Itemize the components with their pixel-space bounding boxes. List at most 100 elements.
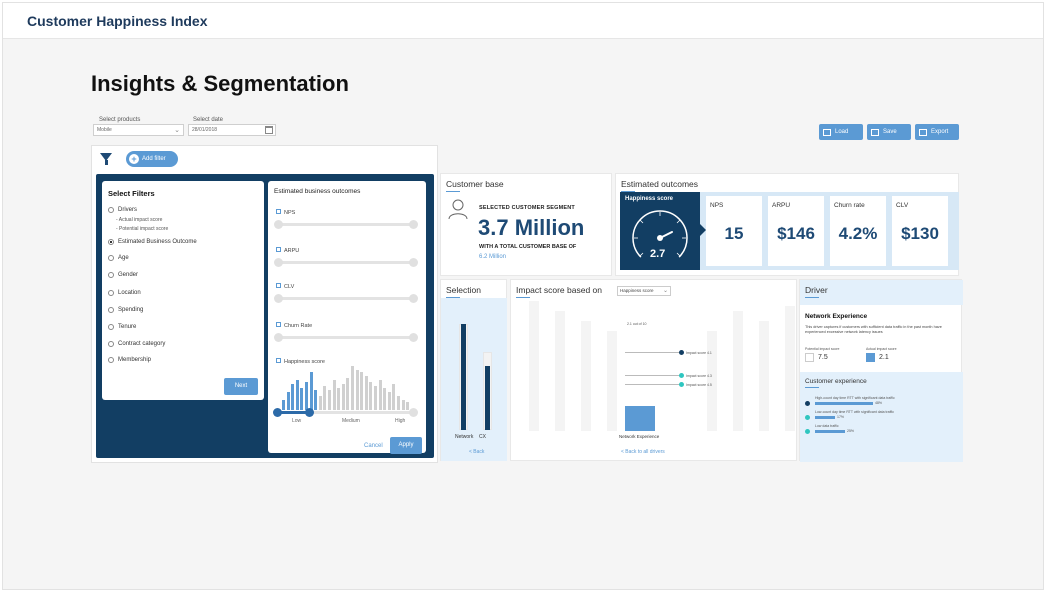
callout-line — [625, 375, 681, 376]
metric-label: CLV — [896, 202, 909, 209]
cx-row-bar — [815, 416, 835, 419]
page-title: Insights & Segmentation — [91, 71, 349, 96]
filter-option-location[interactable]: Location — [108, 290, 141, 296]
add-filter-button[interactable]: + Add filter — [126, 151, 178, 167]
filter-option-age[interactable]: Age — [108, 255, 129, 261]
next-button[interactable]: Next — [224, 378, 258, 395]
export-button[interactable]: Export — [915, 124, 959, 140]
radio-icon — [108, 341, 114, 347]
slider-thumb-max[interactable] — [305, 408, 314, 417]
histogram-bin — [355, 370, 359, 410]
histogram-bin — [369, 382, 373, 410]
network-experience-bar[interactable] — [625, 406, 655, 431]
filter-option-label: Spending — [118, 307, 144, 313]
arpu-slider[interactable] — [274, 258, 418, 267]
histogram-bin — [346, 378, 350, 410]
products-select[interactable]: Mobile ⌄ — [93, 124, 184, 136]
impact-column-placeholder — [785, 306, 795, 431]
products-label: Select products — [99, 117, 141, 123]
selection-bar[interactable] — [485, 366, 490, 430]
histogram-bin — [300, 388, 304, 410]
impact-callout: Impact score 4.3 — [679, 373, 712, 378]
impact-callout: Impact score 4.5 — [679, 382, 712, 387]
slider-thumb-min[interactable] — [274, 220, 283, 229]
slider-thumb-max[interactable] — [409, 220, 418, 229]
slider-thumb-min[interactable] — [274, 258, 283, 267]
filter-option-gender[interactable]: Gender — [108, 272, 138, 278]
impact-column-placeholder — [581, 321, 591, 431]
metric-value: $130 — [901, 224, 939, 243]
cancel-button[interactable]: Cancel — [364, 443, 383, 449]
products-value: Mobile — [97, 127, 112, 133]
clv-slider[interactable] — [274, 294, 418, 303]
happiness-range-fill — [276, 411, 310, 414]
radio-icon — [108, 272, 114, 278]
impact-basis-dropdown[interactable]: Happiness score ⌄ — [617, 286, 671, 296]
axis-low: Low — [292, 418, 302, 424]
selection-bar[interactable] — [461, 324, 466, 430]
radio-icon — [108, 324, 114, 330]
histogram-bin — [314, 390, 318, 410]
slider-thumb-min[interactable] — [273, 408, 282, 417]
filter-option-membership[interactable]: Membership — [108, 357, 151, 363]
histogram-bin — [351, 366, 354, 410]
load-button[interactable]: Load — [819, 124, 863, 140]
histogram-bin — [318, 396, 322, 410]
segment-value: 3.7 Million — [478, 215, 585, 240]
callout-text: Impact score 4.5 — [686, 382, 712, 387]
slider-thumb-min[interactable] — [274, 294, 283, 303]
slider-thumb-max[interactable] — [409, 258, 418, 267]
driver-description: This driver captures if customers with s… — [805, 325, 942, 334]
metric-label: NPS — [710, 202, 724, 209]
driver-sub-actual: - Actual impact score — [116, 217, 163, 223]
callout-text: Impact score 4.1 — [686, 350, 712, 355]
gauge-label: Happiness score — [625, 196, 674, 202]
nps-slider[interactable] — [274, 220, 418, 229]
cx-row-pct: 17% — [837, 415, 845, 419]
slider-thumb-max[interactable] — [409, 294, 418, 303]
metric-churn-rate: Churn rate 4.2% — [830, 196, 886, 266]
save-label: Save — [883, 129, 897, 135]
apply-button[interactable]: Apply — [390, 437, 422, 454]
callout-text: Impact score 4.3 — [686, 373, 712, 378]
date-field[interactable]: 28/01/2018 — [188, 124, 276, 136]
filter-option-label: Gender — [118, 272, 139, 278]
churn-slider[interactable] — [274, 333, 418, 342]
metric-value: 4.2% — [838, 224, 878, 243]
back-to-drivers-link[interactable]: < Back to all drivers — [621, 449, 665, 455]
filter-icon[interactable] — [100, 153, 112, 161]
dropdown-value: Happiness score — [620, 288, 654, 293]
save-button[interactable]: Save — [867, 124, 911, 140]
clv-slider-label: CLV — [276, 283, 294, 290]
slider-thumb-end — [409, 408, 418, 417]
arpu-slider-label: ARPU — [276, 247, 299, 254]
happiness-range-slider[interactable] — [273, 408, 418, 417]
axis-medium: Medium — [342, 418, 360, 424]
filter-panel: + Add filter Select Filters Drivers - Ac… — [91, 145, 438, 463]
selection-background — [441, 298, 507, 461]
dot-icon — [679, 382, 684, 387]
dot-icon — [805, 415, 810, 420]
impact-column-placeholder — [759, 321, 769, 431]
impact-annotation: 2.1 out of 10 — [627, 322, 646, 326]
slider-thumb-min[interactable] — [274, 333, 283, 342]
dot-icon — [679, 350, 684, 355]
select-filters-card: Select Filters Drivers - Actual impact s… — [102, 181, 264, 400]
export-icon — [919, 128, 927, 136]
histogram-bin — [305, 382, 308, 410]
filter-option-drivers[interactable]: Drivers — [108, 207, 137, 213]
histogram-bin — [309, 372, 313, 410]
gauge-value: 2.7 — [650, 248, 666, 260]
filter-option-tenure[interactable]: Tenure — [108, 324, 136, 330]
back-link[interactable]: < Back — [469, 449, 485, 455]
filter-option-business-outcome[interactable]: Estimated Business Outcome — [108, 239, 197, 245]
driver-header-bg — [800, 280, 963, 305]
app-title: Customer Happiness Index — [27, 13, 208, 29]
top-bar: Customer Happiness Index — [3, 3, 1043, 39]
slider-thumb-max[interactable] — [409, 333, 418, 342]
filter-option-spending[interactable]: Spending — [108, 307, 143, 313]
filter-option-label: Membership — [118, 357, 152, 363]
impact-score-title: Impact score based on — [516, 285, 602, 298]
impact-column-placeholder — [707, 331, 717, 431]
filter-option-contract[interactable]: Contract category — [108, 341, 165, 347]
